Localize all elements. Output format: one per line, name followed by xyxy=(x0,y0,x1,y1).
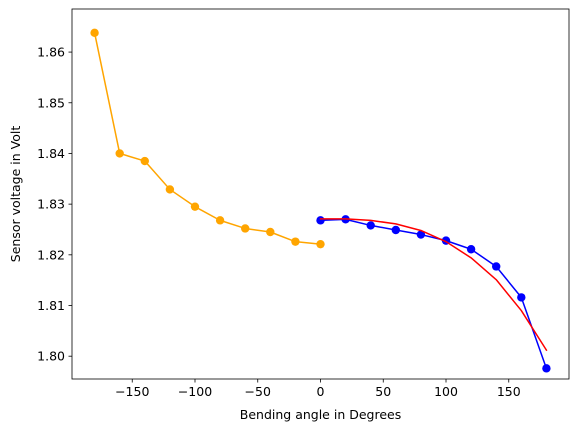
y-tick-label: 1.84 xyxy=(37,146,65,161)
series-0-line xyxy=(93,31,322,246)
series-1-line xyxy=(319,218,548,370)
series-0-point xyxy=(140,156,149,166)
x-tick-label: −100 xyxy=(178,384,212,399)
y-tick-label: 1.82 xyxy=(37,247,65,262)
x-axis-ticks: −150 −100 −50 0 50 100 150 xyxy=(115,379,521,399)
series-0-point xyxy=(291,237,300,246)
series-0-point xyxy=(115,149,124,158)
series-0-point xyxy=(241,224,250,233)
y-tick-label: 1.81 xyxy=(37,298,65,313)
series-0-point xyxy=(165,185,175,194)
series-1-point xyxy=(366,221,375,230)
x-tick-label: −150 xyxy=(115,384,149,399)
x-axis-label: Bending angle in Degrees xyxy=(240,407,401,422)
series-0-point xyxy=(90,28,99,38)
series-0-point xyxy=(266,227,275,237)
series-1-point xyxy=(316,216,325,225)
y-axis-label: Sensor voltage in Volt xyxy=(8,126,23,263)
x-tick-label: 150 xyxy=(497,384,521,399)
series-0-point xyxy=(190,202,200,211)
x-tick-label: 100 xyxy=(434,384,458,399)
series-0-point xyxy=(316,239,325,249)
y-tick-label: 1.86 xyxy=(37,45,65,60)
y-axis-ticks: 1.80 1.81 1.82 1.83 1.84 1.85 1.86 xyxy=(37,45,72,364)
series-0-point xyxy=(215,216,225,225)
plot-frame xyxy=(71,8,570,380)
x-tick-label: 0 xyxy=(317,384,325,399)
x-tick-label: 50 xyxy=(375,384,391,399)
y-tick-label: 1.80 xyxy=(37,349,65,364)
series-1-point xyxy=(416,230,426,239)
series-1-point xyxy=(492,262,501,271)
y-tick-label: 1.83 xyxy=(37,197,65,212)
series-1-point xyxy=(466,245,476,254)
series-1-point xyxy=(391,225,400,235)
series-1-point xyxy=(517,293,526,302)
x-tick-label: −50 xyxy=(245,384,271,399)
series-2-line xyxy=(319,218,548,352)
series-layer xyxy=(90,28,551,373)
y-tick-label: 1.85 xyxy=(37,95,65,110)
series-1-point xyxy=(542,364,551,373)
